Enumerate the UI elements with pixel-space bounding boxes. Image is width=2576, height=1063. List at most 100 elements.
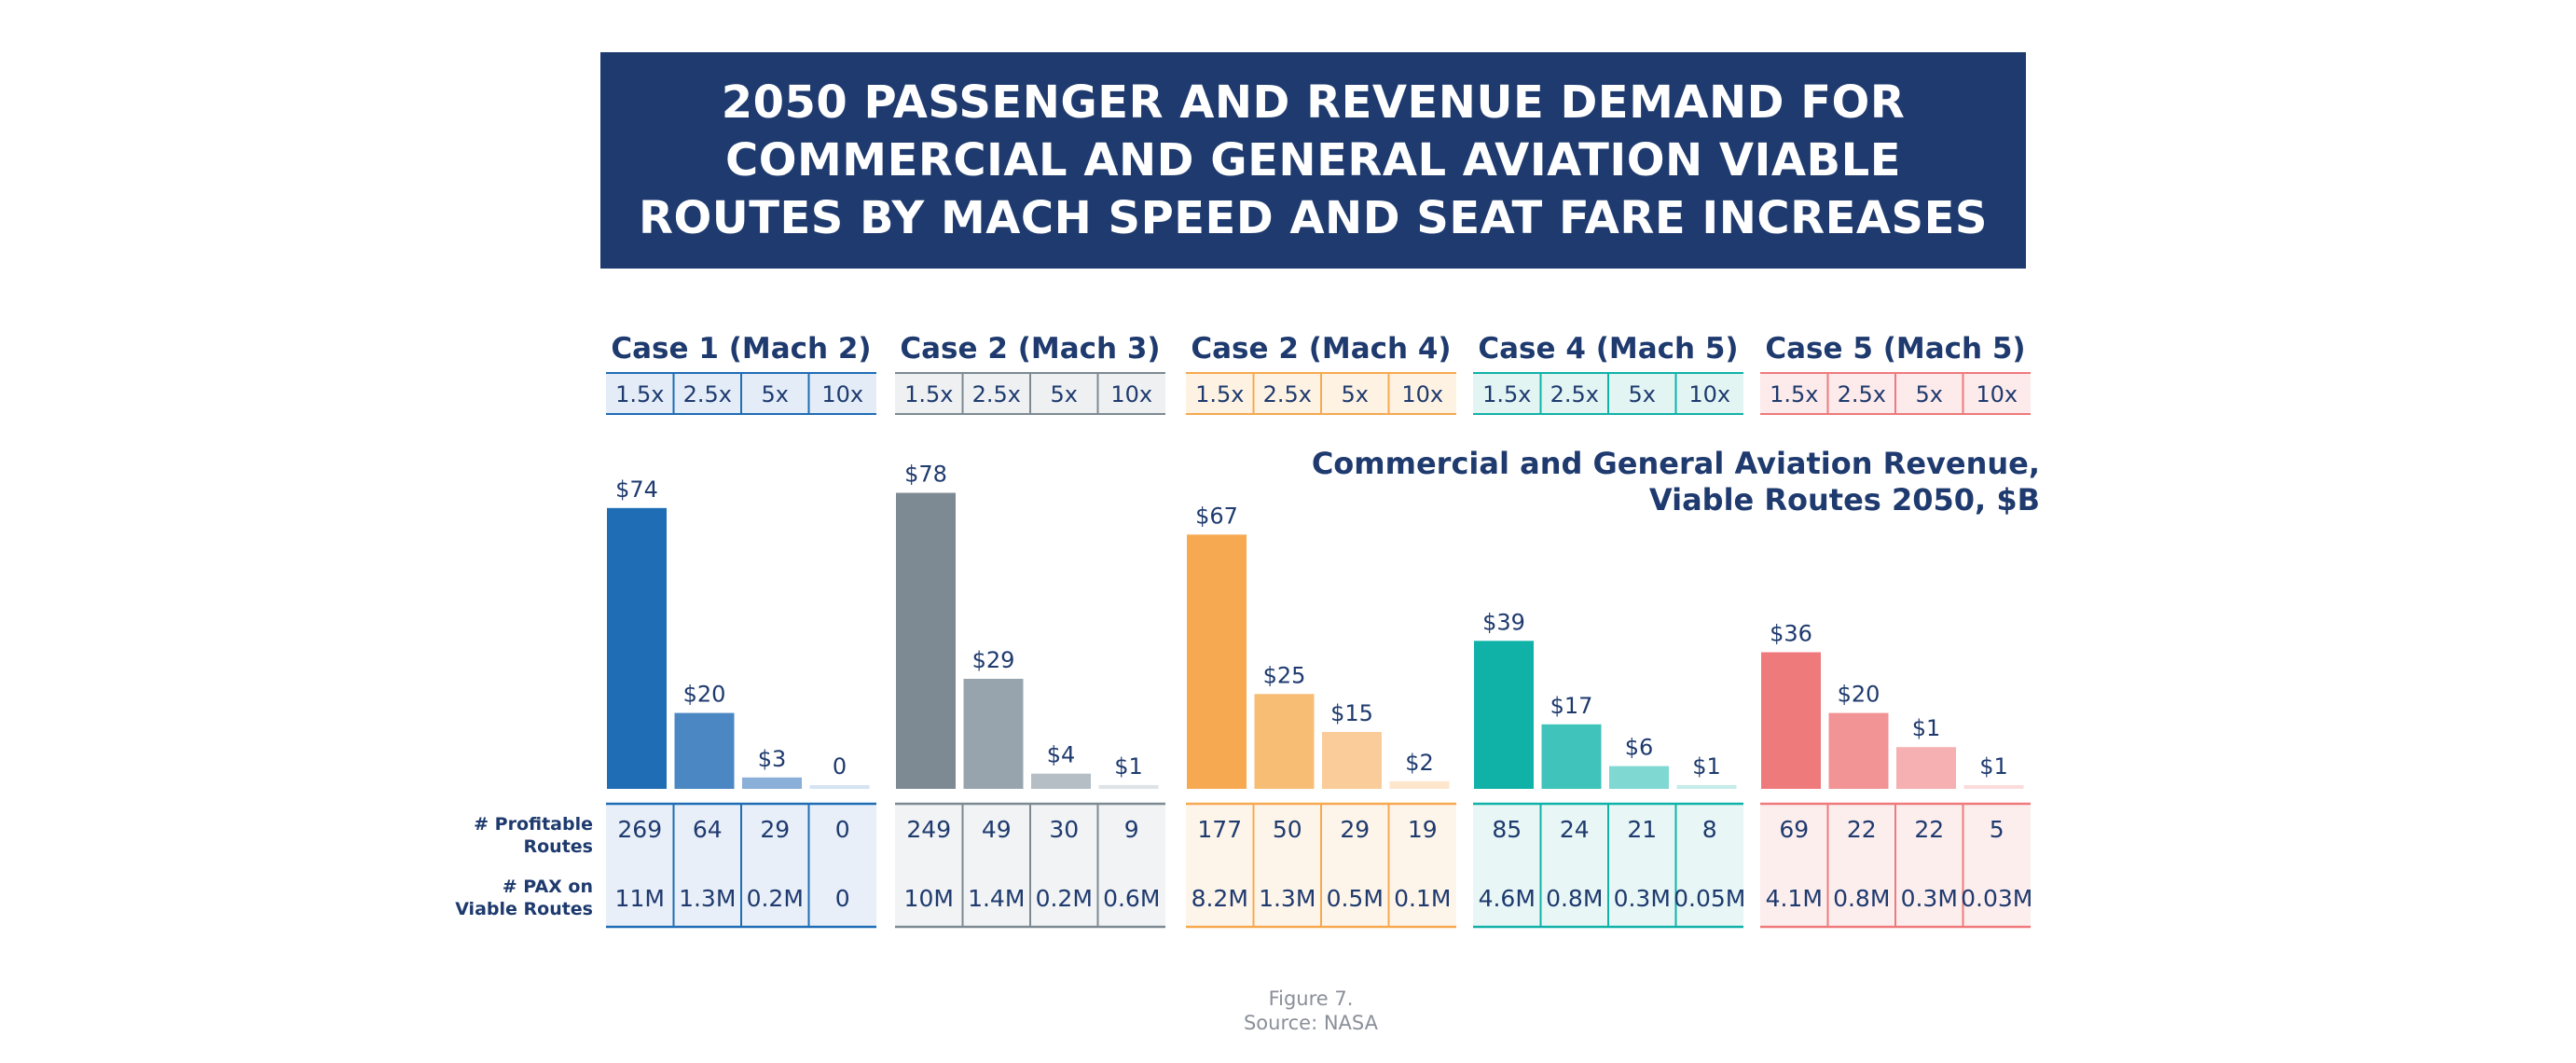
fare-label-2-1: 1.5x xyxy=(904,381,953,407)
bar-4-1 xyxy=(1474,641,1534,789)
routes-cell-3-2: 50 xyxy=(1273,816,1302,843)
fare-label-3-3: 5x xyxy=(1342,381,1369,407)
bar-value-label-3-2: $25 xyxy=(1263,662,1306,688)
bar-3-1 xyxy=(1187,534,1247,789)
pax-cell-2-1: 10M xyxy=(904,885,954,912)
pax-cell-1-2: 1.3M xyxy=(679,885,736,912)
routes-cell-4-2: 24 xyxy=(1560,816,1590,843)
routes-cell-1-3: 29 xyxy=(760,816,790,843)
pax-cell-4-3: 0.3M xyxy=(1614,885,1671,912)
bar-2-4 xyxy=(1098,784,1159,789)
fare-label-5-1: 1.5x xyxy=(1770,381,1818,407)
fare-label-4-1: 1.5x xyxy=(1482,381,1531,407)
bar-value-label-2-3: $4 xyxy=(1047,742,1076,768)
pax-cell-4-1: 4.6M xyxy=(1479,885,1536,912)
routes-cell-4-1: 85 xyxy=(1492,816,1522,843)
routes-cell-1-1: 269 xyxy=(617,816,662,843)
pax-cell-3-2: 1.3M xyxy=(1259,885,1316,912)
bar-3-4 xyxy=(1389,780,1450,789)
bar-value-label-3-3: $15 xyxy=(1330,700,1373,726)
fare-label-5-2: 2.5x xyxy=(1838,381,1886,407)
routes-cell-3-1: 177 xyxy=(1197,816,1242,843)
bar-value-label-4-3: $6 xyxy=(1625,735,1654,761)
pax-cell-5-1: 4.1M xyxy=(1766,885,1823,912)
bar-value-label-1-3: $3 xyxy=(758,746,787,772)
fare-label-1-4: 10x xyxy=(821,381,863,407)
fare-label-1-1: 1.5x xyxy=(615,381,664,407)
bar-2-1 xyxy=(896,492,956,789)
pax-cell-4-4: 0.05M xyxy=(1674,885,1745,912)
fare-label-4-3: 5x xyxy=(1629,381,1656,407)
case-title-2: Case 2 (Mach 3) xyxy=(900,332,1160,366)
bar-value-label-1-1: $74 xyxy=(615,476,658,503)
routes-cell-5-2: 22 xyxy=(1847,816,1877,843)
pax-cell-5-4: 0.03M xyxy=(1961,885,2032,912)
fare-label-2-2: 2.5x xyxy=(972,381,1021,407)
routes-cell-5-1: 69 xyxy=(1779,816,1809,843)
case-title-1: Case 1 (Mach 2) xyxy=(611,332,871,366)
pax-cell-2-2: 1.4M xyxy=(968,885,1025,912)
pax-cell-2-3: 0.2M xyxy=(1036,885,1093,912)
pax-cell-4-2: 0.8M xyxy=(1546,885,1603,912)
case-groups: Case 1 (Mach 2)1.5x 2.5x 5x 10x$74$20$3 0269… xyxy=(606,332,2032,929)
bar-3-3 xyxy=(1322,731,1382,789)
bar-value-label-5-1: $36 xyxy=(1770,620,1812,646)
case-group-1: Case 1 (Mach 2) 1.5x 2.5x 5x 10x $74 $20 $3 0 269… xyxy=(606,332,876,929)
revenue-title-line-2: Viable Routes 2050, $B xyxy=(1649,482,2040,518)
fare-label-3-2: 2.5x xyxy=(1263,381,1312,407)
caption-source: Source: NASA xyxy=(1244,1012,1379,1034)
case-group-5: Case 5 (Mach 5) 1.5x 2.5x 5x 10x $36 $20 $1 $1 69… xyxy=(1760,332,2032,929)
fare-label-1-2: 2.5x xyxy=(683,381,732,407)
pax-cell-3-3: 0.5M xyxy=(1327,885,1384,912)
routes-cell-4-4: 8 xyxy=(1702,816,1717,843)
case-group-2: Case 2 (Mach 3) 1.5x 2.5x 5x 10x $78 $29 $4 $1 24… xyxy=(895,332,1165,929)
routes-cell-4-3: 21 xyxy=(1627,816,1657,843)
bar-1-4 xyxy=(809,785,870,789)
fare-label-2-3: 5x xyxy=(1051,381,1078,407)
bar-value-label-4-4: $1 xyxy=(1692,753,1721,780)
bar-1-1 xyxy=(607,507,667,789)
bar-3-2 xyxy=(1254,694,1315,789)
row-label-routes-line-2: Routes xyxy=(524,836,594,857)
case-group-4: Case 4 (Mach 5) 1.5x 2.5x 5x 10x $39 $17 $6 $1 85… xyxy=(1473,332,1745,929)
bar-5-1 xyxy=(1761,652,1821,789)
row-label-routes-line-1: # Profitable xyxy=(474,814,593,835)
title-line-2: COMMERCIAL AND GENERAL AVIATION VIABLE xyxy=(725,134,1901,186)
bar-4-4 xyxy=(1676,784,1737,789)
pax-cell-5-2: 0.8M xyxy=(1833,885,1890,912)
pax-cell-3-1: 8.2M xyxy=(1192,885,1248,912)
bar-value-label-1-4: 0 xyxy=(833,753,847,780)
fare-label-4-2: 2.5x xyxy=(1550,381,1599,407)
routes-cell-5-3: 22 xyxy=(1914,816,1944,843)
fare-label-5-4: 10x xyxy=(1976,381,2018,407)
routes-cell-3-4: 19 xyxy=(1408,816,1438,843)
pax-cell-2-4: 0.6M xyxy=(1103,885,1160,912)
caption-figure: Figure 7. xyxy=(1269,987,1354,1010)
bar-value-label-3-1: $67 xyxy=(1195,503,1238,529)
title-line-1: 2050 PASSENGER AND REVENUE DEMAND FOR xyxy=(721,76,1906,129)
bar-5-3 xyxy=(1896,747,1956,789)
routes-cell-5-4: 5 xyxy=(1990,816,2004,843)
revenue-title-line-1: Commercial and General Aviation Revenue, xyxy=(1312,446,2040,481)
bar-2-2 xyxy=(963,678,1024,789)
bar-value-label-2-1: $78 xyxy=(904,462,947,488)
fare-label-5-3: 5x xyxy=(1916,381,1943,407)
pax-cell-1-4: 0 xyxy=(835,885,850,912)
fare-label-3-1: 1.5x xyxy=(1195,381,1244,407)
case-title-5: Case 5 (Mach 5) xyxy=(1765,332,2025,366)
pax-cell-1-3: 0.2M xyxy=(747,885,804,912)
routes-cell-1-4: 0 xyxy=(835,816,850,843)
bar-value-label-5-4: $1 xyxy=(1979,753,2008,780)
bar-4-2 xyxy=(1541,724,1602,789)
bar-value-label-5-3: $1 xyxy=(1912,715,1941,741)
title-line-3: ROUTES BY MACH SPEED AND SEAT FARE INCRE… xyxy=(639,192,1988,244)
fare-label-3-4: 10x xyxy=(1401,381,1443,407)
routes-cell-1-2: 64 xyxy=(693,816,723,843)
title-banner: 2050 PASSENGER AND REVENUE DEMAND FOR CO… xyxy=(600,52,2026,269)
pax-cell-5-3: 0.3M xyxy=(1901,885,1958,912)
bar-1-2 xyxy=(674,712,735,789)
bar-5-4 xyxy=(1963,784,2024,789)
routes-cell-2-1: 249 xyxy=(906,816,951,843)
routes-cell-2-3: 30 xyxy=(1049,816,1079,843)
